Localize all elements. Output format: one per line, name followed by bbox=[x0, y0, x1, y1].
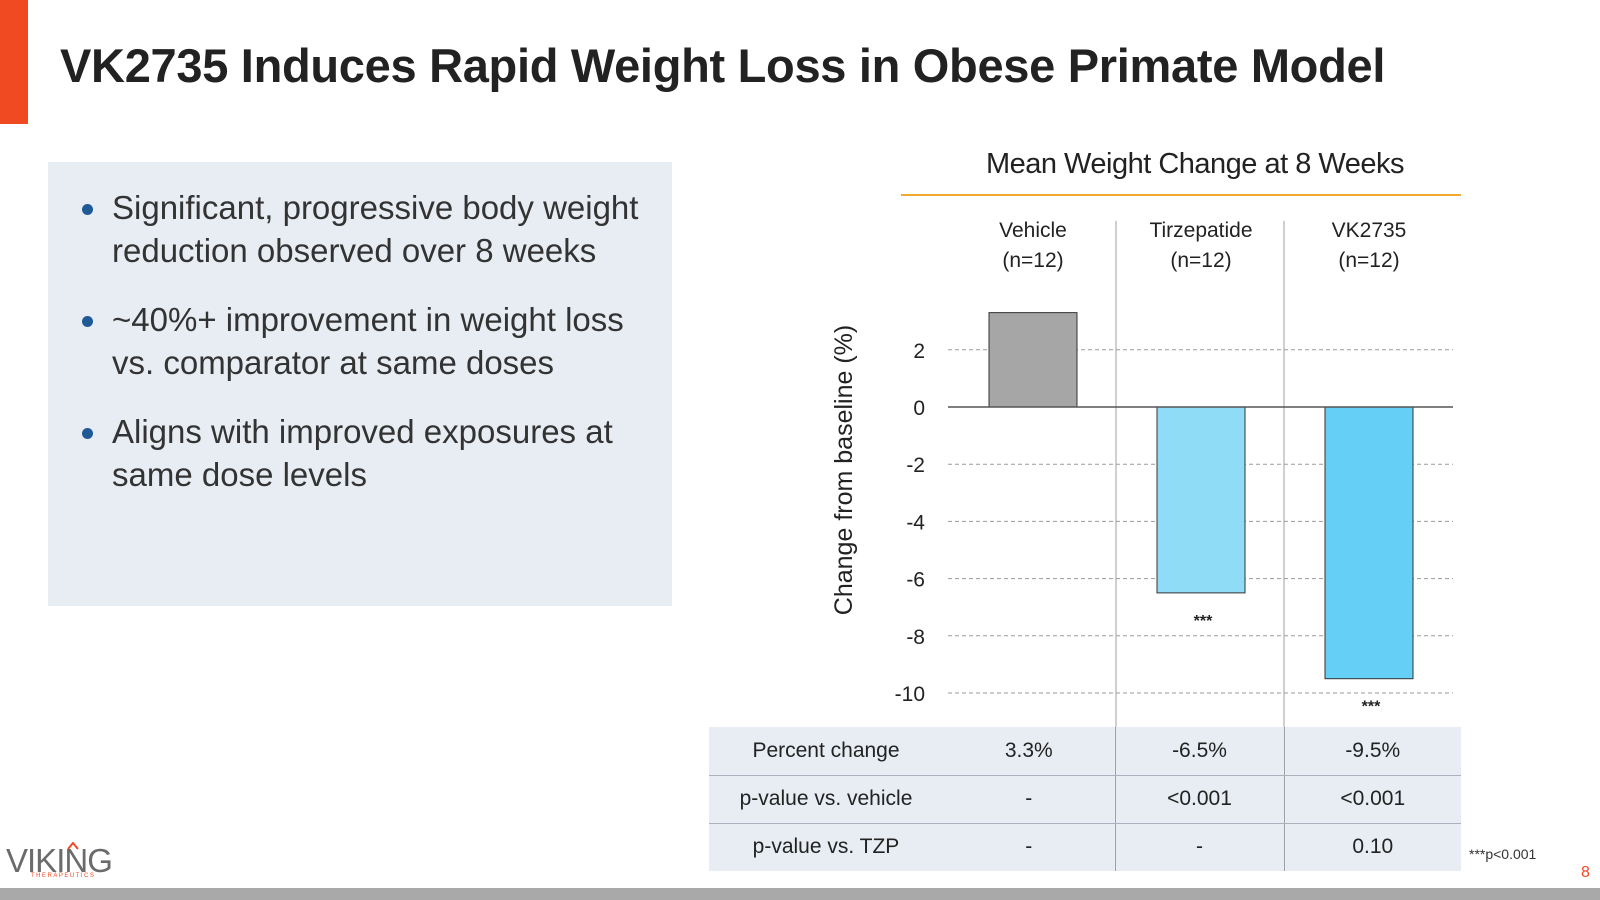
row-label: Percent change bbox=[709, 727, 943, 776]
page-number: 8 bbox=[1581, 864, 1590, 881]
bullet-item: Significant, progressive body weight red… bbox=[82, 186, 652, 272]
table-cell: <0.001 bbox=[1283, 775, 1461, 824]
bullet-item: Aligns with improved exposures at same d… bbox=[82, 410, 652, 496]
table-cell: - bbox=[943, 775, 1115, 824]
chart-marks: 2 0 -2 -4 -6 -8 -10 Vehicle (n=12) Tirzepatide (n=… bbox=[895, 219, 1453, 860]
category-label: Tirzepatide bbox=[1149, 219, 1252, 242]
table-row: p-value vs. TZP - - 0.10 bbox=[709, 823, 1461, 871]
category-n-label: (n=12) bbox=[1002, 249, 1063, 272]
table-cell: -9.5% bbox=[1283, 727, 1461, 776]
table-row: p-value vs. vehicle - <0.001 <0.001 bbox=[709, 775, 1461, 824]
table-row: Percent change 3.3% -6.5% -9.5% bbox=[709, 727, 1461, 776]
footnote: ***p<0.001 bbox=[1469, 846, 1537, 862]
bar-tirzepatide bbox=[1156, 406, 1246, 594]
table-cell: <0.001 bbox=[1114, 775, 1284, 824]
logo-wordmark: VIKING bbox=[6, 842, 113, 879]
company-logo: VIKING THERAPEUTICS bbox=[6, 842, 118, 882]
significance-marker: *** bbox=[1194, 613, 1213, 630]
footer-bar bbox=[0, 888, 1600, 900]
y-tick-label: -6 bbox=[906, 569, 925, 592]
y-tick-label: -4 bbox=[906, 511, 925, 534]
logo-subtitle: THERAPEUTICS bbox=[31, 873, 96, 879]
accent-bar bbox=[0, 0, 28, 124]
bullet-dot-icon bbox=[82, 428, 93, 439]
bullet-panel: Significant, progressive body weight red… bbox=[48, 162, 672, 606]
y-tick-label: -10 bbox=[895, 683, 925, 706]
category-label: Vehicle bbox=[999, 219, 1067, 242]
logo-accent-icon bbox=[67, 842, 79, 850]
category-label: VK2735 bbox=[1332, 219, 1407, 242]
bar-vk2735 bbox=[1324, 406, 1414, 680]
bullet-text: Aligns with improved exposures at same d… bbox=[112, 413, 613, 493]
bullet-text: Significant, progressive body weight red… bbox=[112, 189, 639, 269]
bar-vehicle bbox=[988, 312, 1078, 408]
bullet-text: ~40%+ improvement in weight loss vs. com… bbox=[112, 301, 624, 381]
bullet-dot-icon bbox=[82, 204, 93, 215]
table-cell: 3.3% bbox=[943, 727, 1115, 776]
y-axis-label: Change from baseline (%) bbox=[830, 325, 858, 615]
table-cell: 0.10 bbox=[1283, 823, 1461, 871]
chart-title: Mean Weight Change at 8 Weeks bbox=[986, 148, 1404, 180]
table-cell: -6.5% bbox=[1114, 727, 1284, 776]
y-tick-label: -2 bbox=[906, 454, 925, 477]
category-n-label: (n=12) bbox=[1170, 249, 1231, 272]
table-cell: - bbox=[1025, 835, 1033, 859]
table-cell: - bbox=[1114, 823, 1284, 871]
row-label: p-value vs. vehicle bbox=[709, 775, 943, 824]
y-tick-label: 2 bbox=[913, 340, 925, 363]
bullet-item: ~40%+ improvement in weight loss vs. com… bbox=[82, 298, 652, 384]
bullet-dot-icon bbox=[82, 316, 93, 327]
significance-marker: *** bbox=[1362, 699, 1381, 716]
y-tick-label: -8 bbox=[906, 626, 925, 649]
bullet-list: Significant, progressive body weight red… bbox=[82, 186, 652, 522]
category-n-label: (n=12) bbox=[1338, 249, 1399, 272]
row-label: p-value vs. TZP bbox=[752, 835, 900, 859]
slide-title: VK2735 Induces Rapid Weight Loss in Obes… bbox=[60, 39, 1386, 92]
results-table: Percent change 3.3% -6.5% -9.5% p-value … bbox=[709, 727, 1461, 871]
y-tick-label: 0 bbox=[913, 397, 925, 420]
